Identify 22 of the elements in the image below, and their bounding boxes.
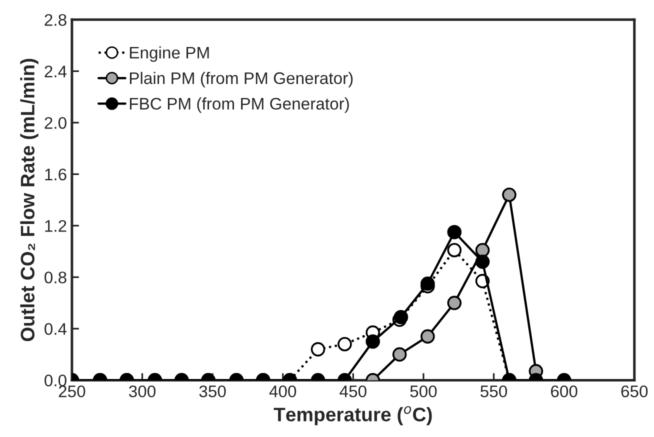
- y-tick-label: 2.8: [44, 14, 66, 26]
- x-tick-label: 500: [410, 385, 437, 398]
- y-axis-title: Outlet CO₂ Flow Rate (mL/min): [20, 58, 38, 342]
- y-tick-label: 2.4: [44, 66, 67, 78]
- x-tick-label: 550: [480, 385, 508, 398]
- x-tick-label: 650: [621, 385, 648, 398]
- y-tick-label: 0.4: [44, 323, 67, 335]
- y-tick-label: 0.8: [44, 272, 66, 284]
- x-tick-label: 250: [58, 385, 86, 398]
- x-tick-label: 450: [340, 385, 366, 398]
- y-tick-label: 1.6: [45, 168, 66, 180]
- y-tick-label: 1.2: [45, 220, 66, 232]
- y-tick-label: 2.0: [44, 117, 66, 129]
- x-axis-title: Temperature ($^{o}$C): [274, 406, 432, 426]
- x-tick-label: 300: [128, 385, 156, 398]
- legend-label: FBC PM (from PM Generator): [130, 97, 349, 113]
- x-tick-label: 600: [551, 385, 578, 398]
- y-tick-label: 0.0: [44, 374, 66, 386]
- legend-label: Engine PM: [130, 46, 209, 62]
- x-tick-label: 350: [199, 385, 226, 398]
- x-tick-label: 400: [269, 385, 296, 398]
- legend-label: Plain PM (from PM Generator): [130, 72, 353, 88]
